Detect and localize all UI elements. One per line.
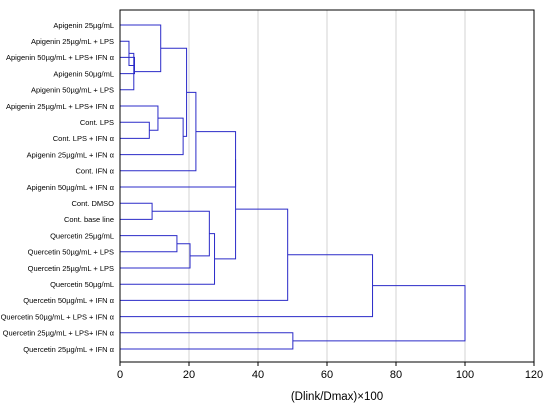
x-tick-label-100: 100 [456, 369, 474, 381]
leaf-label: Quercetin 50µg/mL + IFN α [23, 296, 114, 305]
x-tick-label-40: 40 [252, 369, 264, 381]
leaf-labels: Apigenin 25µg/mL Apigenin 25µg/mL + LPS Ap… [1, 21, 115, 354]
dendrogram-link-18 [120, 332, 294, 350]
dendrogram-link-6 [120, 117, 184, 156]
dendrogram-link-13 [120, 233, 216, 285]
dendrogram-tree [120, 24, 466, 350]
leaf-label: Apigenin 50µg/mL [53, 69, 114, 78]
x-tick-label-0: 0 [117, 369, 123, 381]
x-tick-label-60: 60 [321, 369, 333, 381]
x-tick-label-120: 120 [525, 369, 543, 381]
leaf-label: Cont. LPS + IFN α [53, 134, 115, 143]
dendrogram-link-5 [120, 105, 159, 131]
leaf-label: Quercetin 50µg/mL [50, 280, 114, 289]
leaf-label: Quercetin 25µg/mL [50, 231, 114, 240]
leaf-label: Apigenin 25µg/mL + LPS [31, 37, 114, 46]
leaf-label: Apigenin 50µg/mL + LPS [31, 86, 114, 95]
leaf-label: Quercetin 50µg/mL + LPS [28, 248, 114, 257]
leaf-label: Quercetin 25µg/mL + LPS [28, 264, 114, 273]
dendrogram-link-4 [120, 121, 150, 139]
dendrogram-link-16 [120, 208, 289, 301]
leaf-label: Quercetin 25µg/mL + IFN α [23, 345, 114, 354]
x-axis-title: (Dlink/Dmax)×100 [291, 391, 383, 403]
leaf-label: Quercetin 25µg/mL + LPS+ IFN α [3, 329, 115, 338]
leaf-label: Quercetin 50µg/mL + LPS + IFN α [1, 312, 115, 321]
dendrogram-link-14 [120, 131, 237, 188]
leaf-label: Apigenin 25µg/mL [53, 21, 114, 30]
dendrogram-link-19 [292, 285, 466, 342]
leaf-label: Cont. LPS [80, 118, 114, 127]
x-tick-label-20: 20 [183, 369, 195, 381]
leaf-label: Apigenin 50µg/mL + LPS+ IFN α [6, 53, 115, 62]
dendrogram-link-3 [120, 24, 162, 73]
dendrogram-link-10 [120, 235, 178, 253]
x-axis-ticks: 0 20 40 60 80 100 120 [117, 362, 543, 381]
leaf-label: Cont. DMSO [71, 199, 114, 208]
leaf-label: Apigenin 25µg/mL + IFN α [27, 150, 115, 159]
x-tick-label-80: 80 [390, 369, 402, 381]
dendrogram-link-9 [120, 202, 153, 220]
dendrogram-link-2 [120, 52, 135, 91]
leaf-label: Cont. IFN α [75, 167, 114, 176]
dendrogram-link-12 [152, 210, 210, 257]
dendrogram-link-15 [214, 159, 237, 260]
leaf-label: Apigenin 25µg/mL + LPS+ IFN α [6, 102, 115, 111]
dendrogram-link-17 [120, 254, 374, 318]
dendrogram-link-11 [120, 243, 191, 269]
leaf-label: Apigenin 50µg/mL + IFN α [27, 183, 115, 192]
grid-lines [188, 10, 466, 362]
leaf-label: Cont. base line [64, 215, 114, 224]
dendrogram-link-8 [120, 91, 197, 172]
